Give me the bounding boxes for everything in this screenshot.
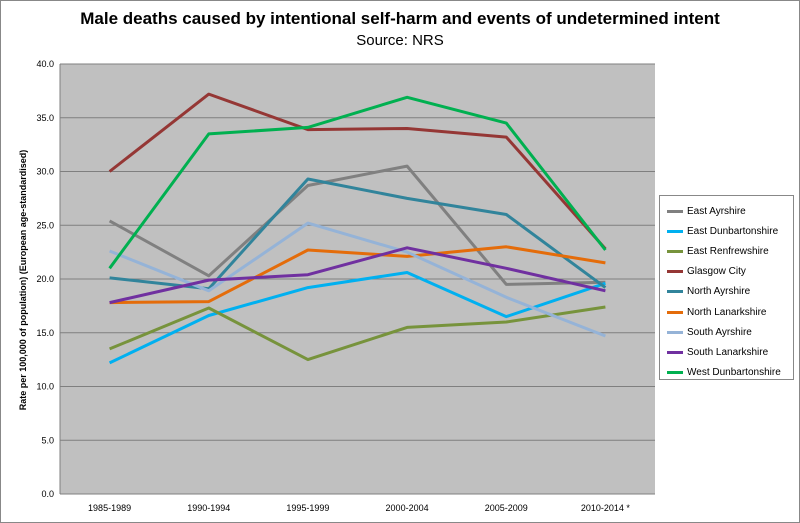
x-tick-label: 1985-1989 [88, 503, 131, 513]
y-axis-label: Rate per 100,000 of population) (Europea… [18, 150, 28, 411]
legend-swatch [667, 290, 683, 294]
legend-item: North Lanarkshire [660, 302, 793, 322]
series-line-west-dunbartonshire [108, 95, 607, 270]
y-tick-label: 10.0 [36, 382, 54, 392]
legend-label: South Ayrshire [687, 326, 752, 338]
legend-item: South Ayrshire [660, 322, 793, 342]
legend-swatch [667, 209, 683, 213]
legend-label: East Ayrshire [687, 205, 746, 217]
series-line-east-dunbartonshire [108, 271, 606, 365]
legend-label: North Lanarkshire [687, 306, 767, 318]
series-line-glasgow-city [108, 92, 607, 250]
y-tick-label: 30.0 [36, 167, 54, 177]
y-tick-label: 25.0 [36, 220, 54, 230]
y-tick-label: 40.0 [36, 59, 54, 69]
chart-legend: East Ayrshire East Dunbartonshire East Ren… [659, 195, 794, 380]
x-tick-label: 2005-2009 [485, 503, 528, 513]
y-tick-label: 0.0 [41, 489, 54, 499]
legend-item: Glasgow City [660, 262, 793, 282]
legend-swatch [667, 330, 683, 334]
series-line-south-lanarkshire [109, 246, 606, 305]
chart-subtitle: Source: NRS [356, 32, 444, 49]
series-lines [108, 92, 607, 365]
legend-label: East Dunbartonshire [687, 225, 779, 237]
y-tick-label: 35.0 [36, 113, 54, 123]
x-tick-label: 2000-2004 [386, 503, 429, 513]
legend-label: North Ayrshire [687, 286, 751, 298]
x-axis-ticks: 1985-1989 1990-1994 1995-1999 2000-2004 2005… [88, 503, 630, 513]
legend-label: East Renfrewshire [687, 245, 769, 257]
legend-swatch [667, 249, 683, 253]
x-tick-label: 1995-1999 [286, 503, 329, 513]
legend-item: East Renfrewshire [660, 241, 793, 261]
legend-item: North Ayrshire [660, 282, 793, 302]
x-tick-label: 1990-1994 [187, 503, 230, 513]
series-line-east-renfrewshire [109, 305, 606, 362]
series-line-north-lanarkshire [109, 245, 606, 305]
legend-item: East Ayrshire [660, 201, 793, 221]
legend-label: South Lanarkshire [687, 346, 769, 358]
gridlines [59, 63, 655, 495]
legend-swatch [667, 270, 683, 274]
legend-item: West Dunbartonshire [660, 363, 793, 383]
legend-swatch [667, 310, 683, 314]
y-axis-ticks: 0.0 5.0 10.0 15.0 20.0 25.0 30.0 35.0 40.0 [36, 59, 54, 499]
chart-title: Male deaths caused by intentional self-h… [80, 9, 720, 28]
legend-item: East Dunbartonshire [660, 221, 793, 241]
x-tick-label: 2010-2014 * [581, 503, 631, 513]
series-line-north-ayrshire [109, 177, 607, 291]
legend-label: Glasgow City [687, 266, 746, 278]
series-line-east-ayrshire [108, 164, 606, 286]
legend-label: West Dunbartonshire [687, 367, 781, 379]
y-tick-label: 5.0 [41, 435, 54, 445]
legend-swatch [667, 371, 683, 375]
legend-swatch [667, 229, 683, 233]
legend-item: South Lanarkshire [660, 342, 793, 362]
legend-swatch [667, 350, 683, 354]
y-tick-label: 15.0 [36, 328, 54, 338]
y-tick-label: 20.0 [36, 274, 54, 284]
